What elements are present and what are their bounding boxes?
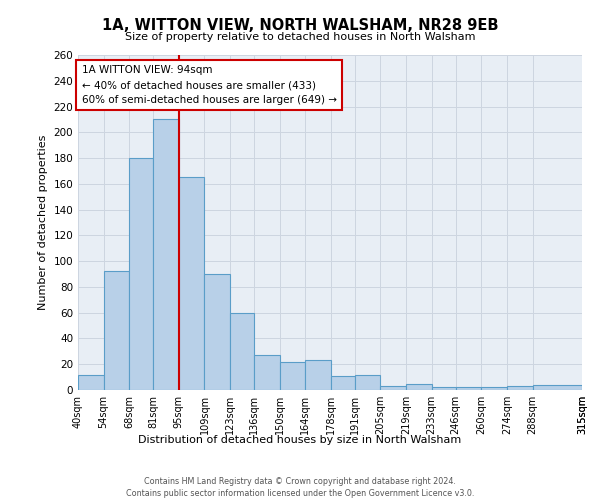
Bar xyxy=(533,385,582,390)
Text: Size of property relative to detached houses in North Walsham: Size of property relative to detached ho… xyxy=(125,32,475,42)
Text: Distribution of detached houses by size in North Walsham: Distribution of detached houses by size … xyxy=(139,435,461,445)
Bar xyxy=(331,376,355,390)
Bar xyxy=(481,388,507,390)
Bar xyxy=(179,178,205,390)
Bar xyxy=(406,384,432,390)
Text: 1A WITTON VIEW: 94sqm
← 40% of detached houses are smaller (433)
60% of semi-det: 1A WITTON VIEW: 94sqm ← 40% of detached … xyxy=(82,66,337,105)
Bar xyxy=(280,362,305,390)
Bar xyxy=(104,272,130,390)
Bar xyxy=(78,374,104,390)
Bar xyxy=(305,360,331,390)
Bar xyxy=(205,274,230,390)
Bar xyxy=(254,355,280,390)
Text: Contains public sector information licensed under the Open Government Licence v3: Contains public sector information licen… xyxy=(126,489,474,498)
Bar xyxy=(153,120,179,390)
Bar xyxy=(507,386,533,390)
Bar xyxy=(455,388,481,390)
Bar xyxy=(380,386,406,390)
Text: 1A, WITTON VIEW, NORTH WALSHAM, NR28 9EB: 1A, WITTON VIEW, NORTH WALSHAM, NR28 9EB xyxy=(102,18,498,32)
Bar xyxy=(355,374,380,390)
Bar xyxy=(130,158,153,390)
Text: Contains HM Land Registry data © Crown copyright and database right 2024.: Contains HM Land Registry data © Crown c… xyxy=(144,478,456,486)
Bar xyxy=(230,312,254,390)
Bar xyxy=(432,388,455,390)
Y-axis label: Number of detached properties: Number of detached properties xyxy=(38,135,48,310)
